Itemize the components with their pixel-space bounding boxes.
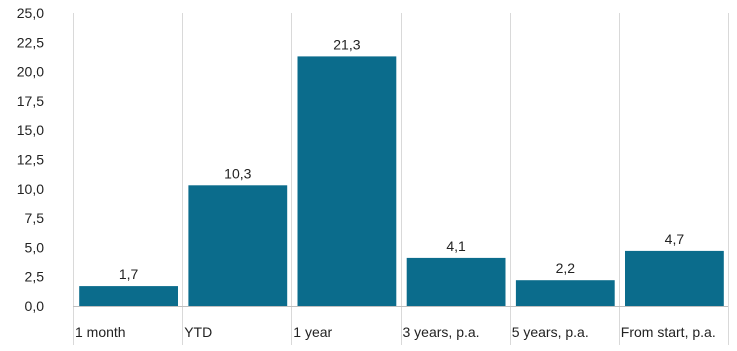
y-tick-label: 20,0 — [17, 64, 44, 80]
data-label: 4,1 — [446, 238, 466, 254]
y-tick-label: 2,5 — [25, 269, 45, 285]
data-labels: 1,7 10,3 21,3 4,1 2,2 4,7 — [119, 36, 684, 282]
data-label: 4,7 — [665, 231, 685, 247]
bar — [406, 257, 506, 306]
bar — [79, 286, 178, 306]
bar — [297, 56, 397, 307]
grid-lines — [73, 13, 729, 345]
y-tick-label: 22,5 — [17, 34, 44, 50]
y-tick-label: 15,0 — [17, 122, 44, 138]
data-label: 21,3 — [333, 36, 360, 52]
data-label: 2,2 — [556, 260, 576, 276]
bar — [188, 185, 288, 306]
y-tick-label: 10,0 — [17, 181, 44, 197]
y-tick-label: 0,0 — [25, 298, 45, 314]
y-tick-label: 17,5 — [17, 93, 44, 109]
y-tick-label: 12,5 — [17, 152, 44, 168]
data-label: 10,3 — [224, 165, 251, 181]
y-tick-label: 25,0 — [17, 5, 44, 21]
x-category-label: 3 years, p.a. — [403, 324, 480, 340]
y-tick-label: 5,0 — [25, 239, 45, 255]
y-axis: 0,0 2,5 5,0 7,5 10,0 12,5 15,0 17,5 20,0 22,5 25,0 — [17, 5, 44, 314]
x-category-label: 1 month — [75, 324, 126, 340]
bar — [625, 250, 724, 306]
x-axis: 1 month YTD 1 year 3 years, p.a. 5 years, p.… — [75, 324, 716, 340]
x-category-label: 5 years, p.a. — [512, 324, 589, 340]
x-category-label: YTD — [184, 324, 212, 340]
x-category-label: From start, p.a. — [621, 324, 716, 340]
bars — [79, 56, 724, 307]
bar — [515, 280, 615, 306]
x-category-label: 1 year — [293, 324, 332, 340]
data-label: 1,7 — [119, 266, 139, 282]
y-tick-label: 7,5 — [25, 210, 45, 226]
